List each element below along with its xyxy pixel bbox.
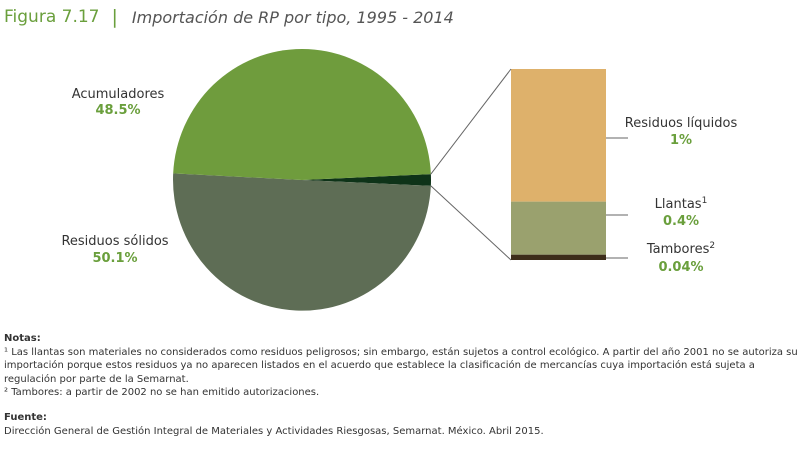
bar-segment-tambores — [511, 254, 606, 260]
figure-separator: | — [111, 6, 118, 28]
bar-value-llantas: 0.4% — [663, 214, 699, 229]
bar-label-llantas: Llantas1 — [655, 196, 708, 212]
bar-value-tambores: 0.04% — [658, 260, 703, 275]
figure-header: Figura 7.17 | Importación de RP por tipo… — [4, 4, 454, 30]
connector-line-top — [430, 68, 512, 175]
pie-label-acumuladores: Acumuladores — [72, 87, 165, 102]
bar-value-residuos-liquidos: 1% — [670, 133, 692, 148]
pie-value-residuos-solidos: 50.1% — [92, 251, 137, 266]
bar-label-tambores: Tambores2 — [646, 241, 715, 257]
figure-label: Figura 7.17 — [4, 7, 100, 27]
bar-segment-residuos-liquidos — [511, 69, 606, 202]
pie-label-residuos-solidos: Residuos sólidos — [61, 234, 168, 249]
pie-slice-acumuladores — [173, 48, 431, 180]
source-heading: Fuente: — [4, 411, 47, 423]
pie-value-acumuladores: 48.5% — [95, 103, 140, 118]
pie-slice-otros — [302, 174, 432, 186]
pie-slice-residuos-solidos — [173, 173, 431, 311]
note-1: ¹ Las llantas son materiales no consider… — [4, 346, 798, 385]
figure-title: Importación de RP por tipo, 1995 - 2014 — [131, 7, 454, 27]
connector-line-bottom — [430, 185, 512, 261]
notes-section: Notas: ¹ Las llantas son materiales no c… — [4, 332, 804, 438]
bar-segment-llantas — [511, 201, 606, 255]
source-text: Dirección General de Gestión Integral de… — [4, 425, 544, 437]
notes-heading: Notas: — [4, 333, 41, 344]
note-2: ² Tambores: a partir de 2002 no se han e… — [4, 387, 320, 399]
bar-label-residuos-liquidos: Residuos líquidos — [625, 116, 738, 131]
